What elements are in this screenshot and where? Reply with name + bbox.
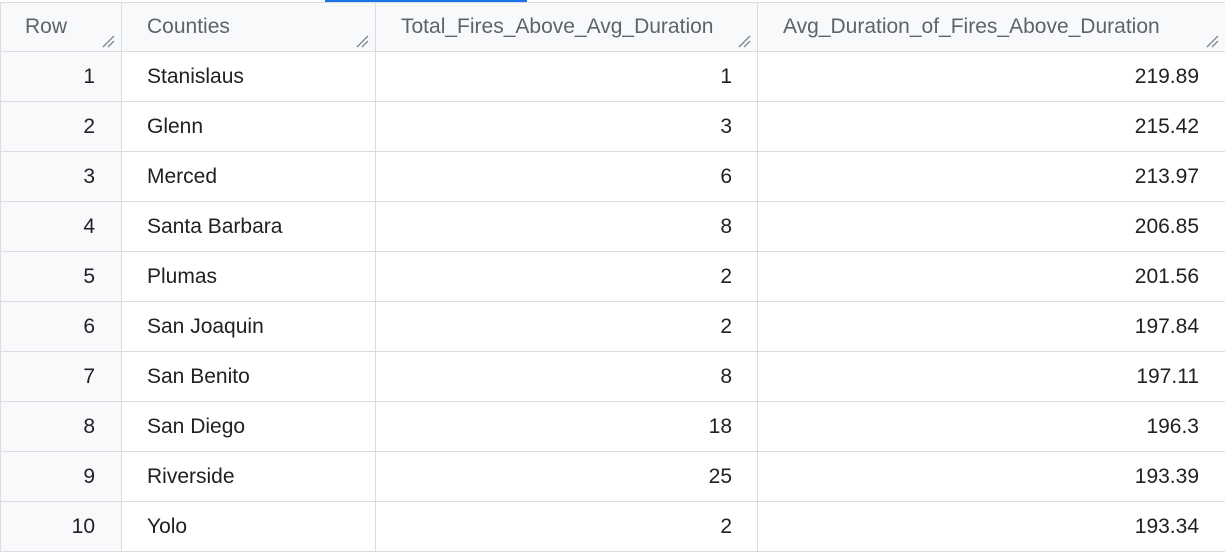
row-number-cell: 2	[1, 102, 122, 152]
county-cell[interactable]: Yolo	[122, 502, 376, 552]
table-row: 7 San Benito 8 197.11	[1, 352, 1225, 402]
table-row: 5 Plumas 2 201.56	[1, 252, 1225, 302]
total-fires-cell[interactable]: 2	[376, 252, 758, 302]
row-number-cell: 9	[1, 452, 122, 502]
county-cell[interactable]: Plumas	[122, 252, 376, 302]
column-resize-icon[interactable]	[355, 34, 369, 48]
county-cell[interactable]: Stanislaus	[122, 52, 376, 102]
row-number-cell: 6	[1, 302, 122, 352]
total-fires-cell[interactable]: 6	[376, 152, 758, 202]
table-row: 9 Riverside 25 193.39	[1, 452, 1225, 502]
column-header-label: Avg_Duration_of_Fires_Above_Duration	[783, 15, 1160, 39]
column-header-total-fires[interactable]: Total_Fires_Above_Avg_Duration	[376, 3, 758, 52]
header-row: Row Counties Total_Fires_Above_Avg_Durat…	[1, 3, 1225, 52]
avg-duration-cell[interactable]: 201.56	[758, 252, 1225, 302]
table-body: 1 Stanislaus 1 219.89 2 Glenn 3 215.42 3…	[1, 52, 1225, 552]
column-header-row[interactable]: Row	[1, 3, 122, 52]
table-row: 1 Stanislaus 1 219.89	[1, 52, 1225, 102]
avg-duration-cell[interactable]: 197.84	[758, 302, 1225, 352]
table-header: Row Counties Total_Fires_Above_Avg_Durat…	[1, 3, 1225, 52]
county-cell[interactable]: San Benito	[122, 352, 376, 402]
county-cell[interactable]: San Diego	[122, 402, 376, 452]
row-number-cell: 8	[1, 402, 122, 452]
avg-duration-cell[interactable]: 215.42	[758, 102, 1225, 152]
row-number-cell: 1	[1, 52, 122, 102]
table-row: 8 San Diego 18 196.3	[1, 402, 1225, 452]
county-cell[interactable]: Glenn	[122, 102, 376, 152]
table-row: 3 Merced 6 213.97	[1, 152, 1225, 202]
county-cell[interactable]: Riverside	[122, 452, 376, 502]
total-fires-cell[interactable]: 8	[376, 202, 758, 252]
county-cell[interactable]: Merced	[122, 152, 376, 202]
column-resize-icon[interactable]	[737, 34, 751, 48]
avg-duration-cell[interactable]: 206.85	[758, 202, 1225, 252]
avg-duration-cell[interactable]: 196.3	[758, 402, 1225, 452]
total-fires-cell[interactable]: 2	[376, 302, 758, 352]
row-number-cell: 3	[1, 152, 122, 202]
table-row: 2 Glenn 3 215.42	[1, 102, 1225, 152]
avg-duration-cell[interactable]: 193.34	[758, 502, 1225, 552]
column-header-counties[interactable]: Counties	[122, 3, 376, 52]
county-cell[interactable]: Santa Barbara	[122, 202, 376, 252]
avg-duration-cell[interactable]: 197.11	[758, 352, 1225, 402]
table-row: 10 Yolo 2 193.34	[1, 502, 1225, 552]
total-fires-cell[interactable]: 18	[376, 402, 758, 452]
avg-duration-cell[interactable]: 219.89	[758, 52, 1225, 102]
total-fires-cell[interactable]: 8	[376, 352, 758, 402]
row-number-cell: 7	[1, 352, 122, 402]
row-number-cell: 10	[1, 502, 122, 552]
avg-duration-cell[interactable]: 193.39	[758, 452, 1225, 502]
column-header-avg-duration[interactable]: Avg_Duration_of_Fires_Above_Duration	[758, 3, 1225, 52]
row-number-cell: 5	[1, 252, 122, 302]
column-header-label: Counties	[147, 15, 230, 39]
table-row: 4 Santa Barbara 8 206.85	[1, 202, 1225, 252]
total-fires-cell[interactable]: 3	[376, 102, 758, 152]
row-number-cell: 4	[1, 202, 122, 252]
column-header-label: Total_Fires_Above_Avg_Duration	[401, 15, 713, 39]
total-fires-cell[interactable]: 2	[376, 502, 758, 552]
county-cell[interactable]: San Joaquin	[122, 302, 376, 352]
column-resize-icon[interactable]	[101, 34, 115, 48]
column-header-label: Row	[25, 15, 67, 39]
total-fires-cell[interactable]: 1	[376, 52, 758, 102]
total-fires-cell[interactable]: 25	[376, 452, 758, 502]
avg-duration-cell[interactable]: 213.97	[758, 152, 1225, 202]
table-row: 6 San Joaquin 2 197.84	[1, 302, 1225, 352]
column-resize-icon[interactable]	[1205, 34, 1219, 48]
